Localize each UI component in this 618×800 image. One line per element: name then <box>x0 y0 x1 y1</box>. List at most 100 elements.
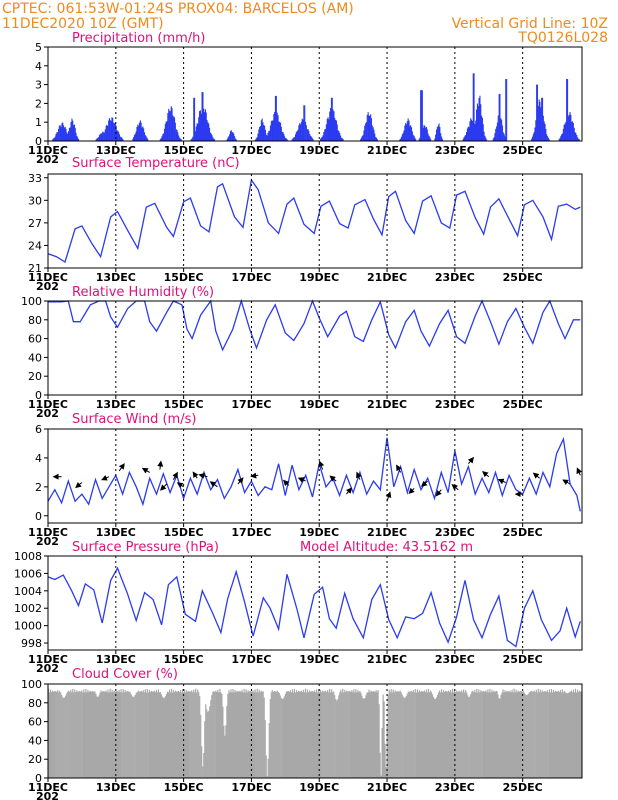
cloud-cover-bar <box>307 692 310 778</box>
x-tick-label: 11DEC <box>28 781 68 794</box>
x-tick-label: 11DEC <box>28 144 68 157</box>
cloud-cover-bar <box>176 691 178 778</box>
precipitation-bar <box>212 137 214 141</box>
cloud-cover-bar <box>382 694 384 778</box>
cloud-cover-bar <box>355 689 357 778</box>
precipitation-bar <box>76 135 78 141</box>
cloud-cover-bar <box>420 691 422 778</box>
cloud-cover-bar <box>317 692 319 778</box>
cloud-cover-bar <box>251 691 253 778</box>
precipitation-bar <box>107 126 109 141</box>
precipitation-bar <box>260 120 262 141</box>
cloud-cover-bar <box>510 692 512 778</box>
cloud-cover-bar <box>294 692 296 778</box>
x-tick-label: 21DEC <box>367 271 407 284</box>
cloud-cover-bar <box>357 690 359 778</box>
cloud-cover-bar <box>431 694 434 778</box>
wind-direction-arrow <box>576 467 583 476</box>
precipitation-bar <box>422 127 424 141</box>
cloud-cover-bar <box>61 695 63 778</box>
x-tick-label: 21DEC <box>367 144 407 157</box>
cloud-cover-bar <box>270 692 272 778</box>
cloud-cover-bar <box>118 690 120 778</box>
precipitation-bar <box>109 119 111 141</box>
cloud-cover-bar <box>340 689 342 778</box>
cloud-cover-bar <box>190 691 192 778</box>
precipitation-bar <box>570 114 572 141</box>
wind-direction-arrow <box>172 471 178 480</box>
cloud-cover-bar <box>498 698 500 778</box>
precipitation-bar <box>481 117 483 141</box>
cloud-cover-bar <box>365 695 367 778</box>
precipitation-bar <box>500 118 502 141</box>
cloud-cover-bar <box>426 692 428 778</box>
cloud-cover-bar <box>206 709 208 778</box>
cloud-cover-bar <box>284 693 286 778</box>
cloud-cover-bar <box>405 696 407 778</box>
cloud-cover-bar <box>532 691 534 778</box>
x-tick-label: 23DEC <box>435 398 475 411</box>
cloud-cover-bar <box>384 743 386 778</box>
cloud-cover-bar <box>260 690 262 778</box>
cloud-cover-bar <box>573 692 576 778</box>
precipitation-bar <box>75 132 77 141</box>
precipitation-bar <box>160 138 162 141</box>
precipitation-bar <box>207 122 209 141</box>
precipitation-bar <box>197 123 199 141</box>
precipitation-bar <box>98 135 100 141</box>
precipitation-bar <box>52 139 54 141</box>
precipitation-bar <box>264 125 266 141</box>
cloud-cover-bar <box>567 692 570 778</box>
precipitation-bar <box>501 119 503 141</box>
precipitation-bar <box>68 131 70 141</box>
precipitation-bar <box>53 137 55 141</box>
cloud-cover-bar <box>138 691 140 778</box>
cloud-cover-bar <box>395 691 397 778</box>
cloud-cover-bar <box>436 695 439 778</box>
cloud-cover-bar <box>325 690 327 778</box>
wind-direction-arrow <box>532 472 540 479</box>
cloud-cover-bar <box>488 692 490 778</box>
cloud-cover-bar <box>461 690 463 778</box>
y-tick-label: 33 <box>28 172 42 185</box>
y-tick-label: 1000 <box>14 620 42 633</box>
cloud-cover-bar <box>314 690 316 778</box>
precipitation-bar <box>61 123 63 141</box>
cloud-cover-bar <box>253 692 255 778</box>
cloud-cover-bar <box>434 698 437 778</box>
cloud-cover-bar <box>127 691 129 778</box>
cloud-cover-bar <box>397 691 399 778</box>
precipitation-bar <box>270 121 272 141</box>
cloud-cover-bar <box>551 692 553 778</box>
cloud-cover-bar <box>272 691 274 778</box>
precipitation-bar <box>295 132 297 141</box>
precipitation-bar <box>193 97 195 141</box>
cloud-cover-bar <box>415 692 417 778</box>
precipitation-bar <box>194 97 196 141</box>
wind-direction-arrow <box>318 460 325 470</box>
cloud-cover-bar <box>141 691 143 778</box>
precipitation-bar <box>175 129 177 141</box>
precipitation-bar <box>562 128 564 141</box>
precipitation-bar <box>281 131 283 141</box>
cloud-cover-bar <box>202 766 204 778</box>
cloud-cover-bar <box>459 691 461 778</box>
cloud-cover-bar <box>268 723 270 778</box>
precipitation-bar <box>73 125 75 141</box>
cloud-cover-bar <box>57 690 59 778</box>
cloud-cover-bar <box>454 689 456 778</box>
precipitation-bar <box>413 135 415 141</box>
precipitation-bar <box>548 139 550 141</box>
cloud-cover-bar <box>54 691 56 778</box>
precipitation-bar <box>365 123 367 141</box>
precipitation-bar <box>166 121 168 141</box>
cloud-cover-bar <box>429 690 432 778</box>
precipitation-bar <box>267 132 269 141</box>
cloud-cover-bar <box>376 692 378 778</box>
precipitation-bar <box>407 118 409 141</box>
precipitation-bar <box>374 133 376 141</box>
cloud-cover-bar <box>482 691 484 778</box>
precipitation-bar <box>373 129 375 141</box>
cloud-cover-bar <box>91 691 93 778</box>
cloud-cover-bar <box>112 692 114 778</box>
